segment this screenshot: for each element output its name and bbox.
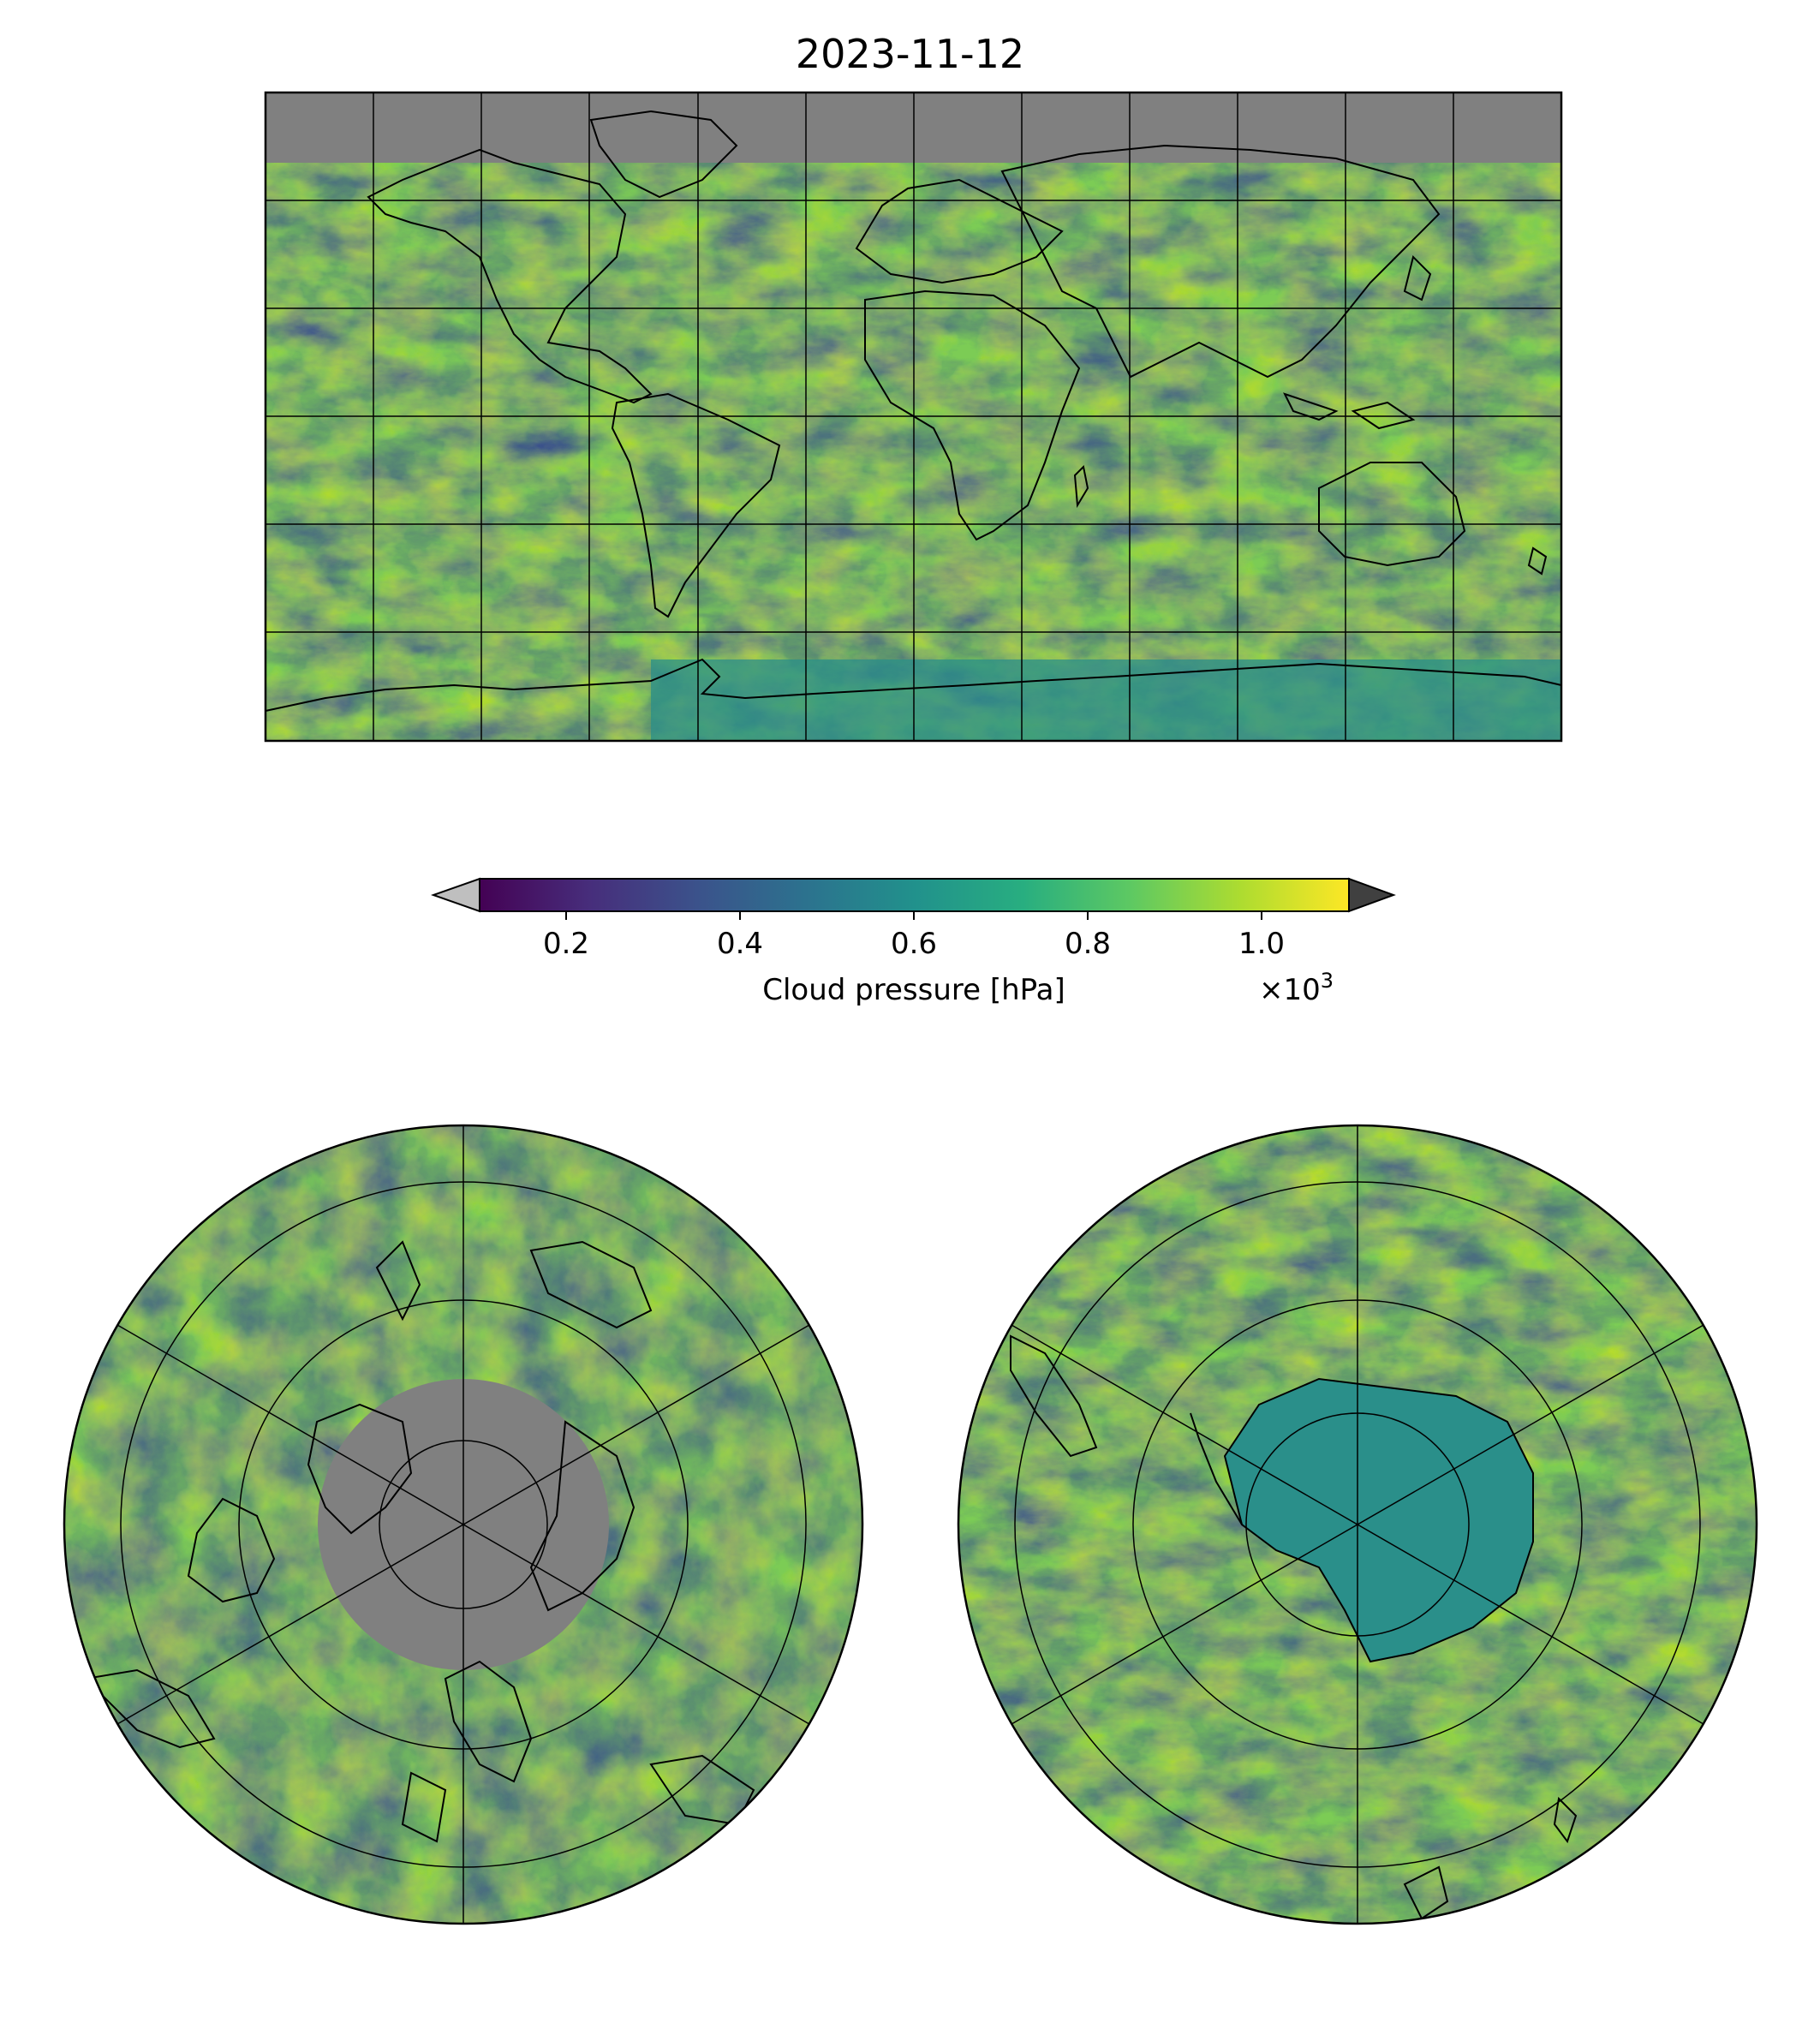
- global-map: [264, 91, 1563, 743]
- colorbar-tick-label: 1.0: [1238, 927, 1285, 961]
- global-map-frame: [264, 91, 1563, 743]
- colorbar: 0.2 0.4 0.6 0.8 1.0 Cloud pressure [hPa]…: [430, 877, 1396, 1007]
- graticule: [116, 1125, 810, 1924]
- figure-title: 2023-11-12: [795, 31, 1025, 77]
- antarctic-band: [651, 659, 1561, 741]
- colorbar-under-extension: [430, 877, 480, 913]
- north-polar-map: [63, 1124, 864, 1925]
- colorbar-multiplier: ×103: [1259, 969, 1334, 1007]
- antarctica-ice: [1225, 1379, 1533, 1662]
- coastlines: [83, 1240, 755, 1843]
- colorbar-multiplier-base: ×10: [1259, 973, 1321, 1007]
- colorbar-ticks: [565, 911, 1262, 920]
- coastlines: [265, 110, 1562, 712]
- colorbar-tick-label: 0.2: [543, 927, 589, 961]
- coastlines: [1010, 1334, 1578, 1920]
- graticule: [1011, 1125, 1704, 1924]
- south-polar-boundary: [957, 1124, 1758, 1925]
- graticule: [266, 92, 1561, 741]
- colorbar-tick-label: 0.8: [1065, 927, 1111, 961]
- colorbar-label: Cloud pressure [hPa]: [762, 973, 1065, 1007]
- colorbar-tick-label: 0.6: [891, 927, 937, 961]
- colorbar-tick-label: 0.4: [717, 927, 763, 961]
- colorbar-gradient: [480, 879, 1349, 911]
- south-polar-map: [957, 1124, 1758, 1925]
- colorbar-over-extension: [1348, 877, 1396, 913]
- colorbar-multiplier-exponent: 3: [1321, 969, 1334, 993]
- north-polar-boundary: [63, 1124, 864, 1925]
